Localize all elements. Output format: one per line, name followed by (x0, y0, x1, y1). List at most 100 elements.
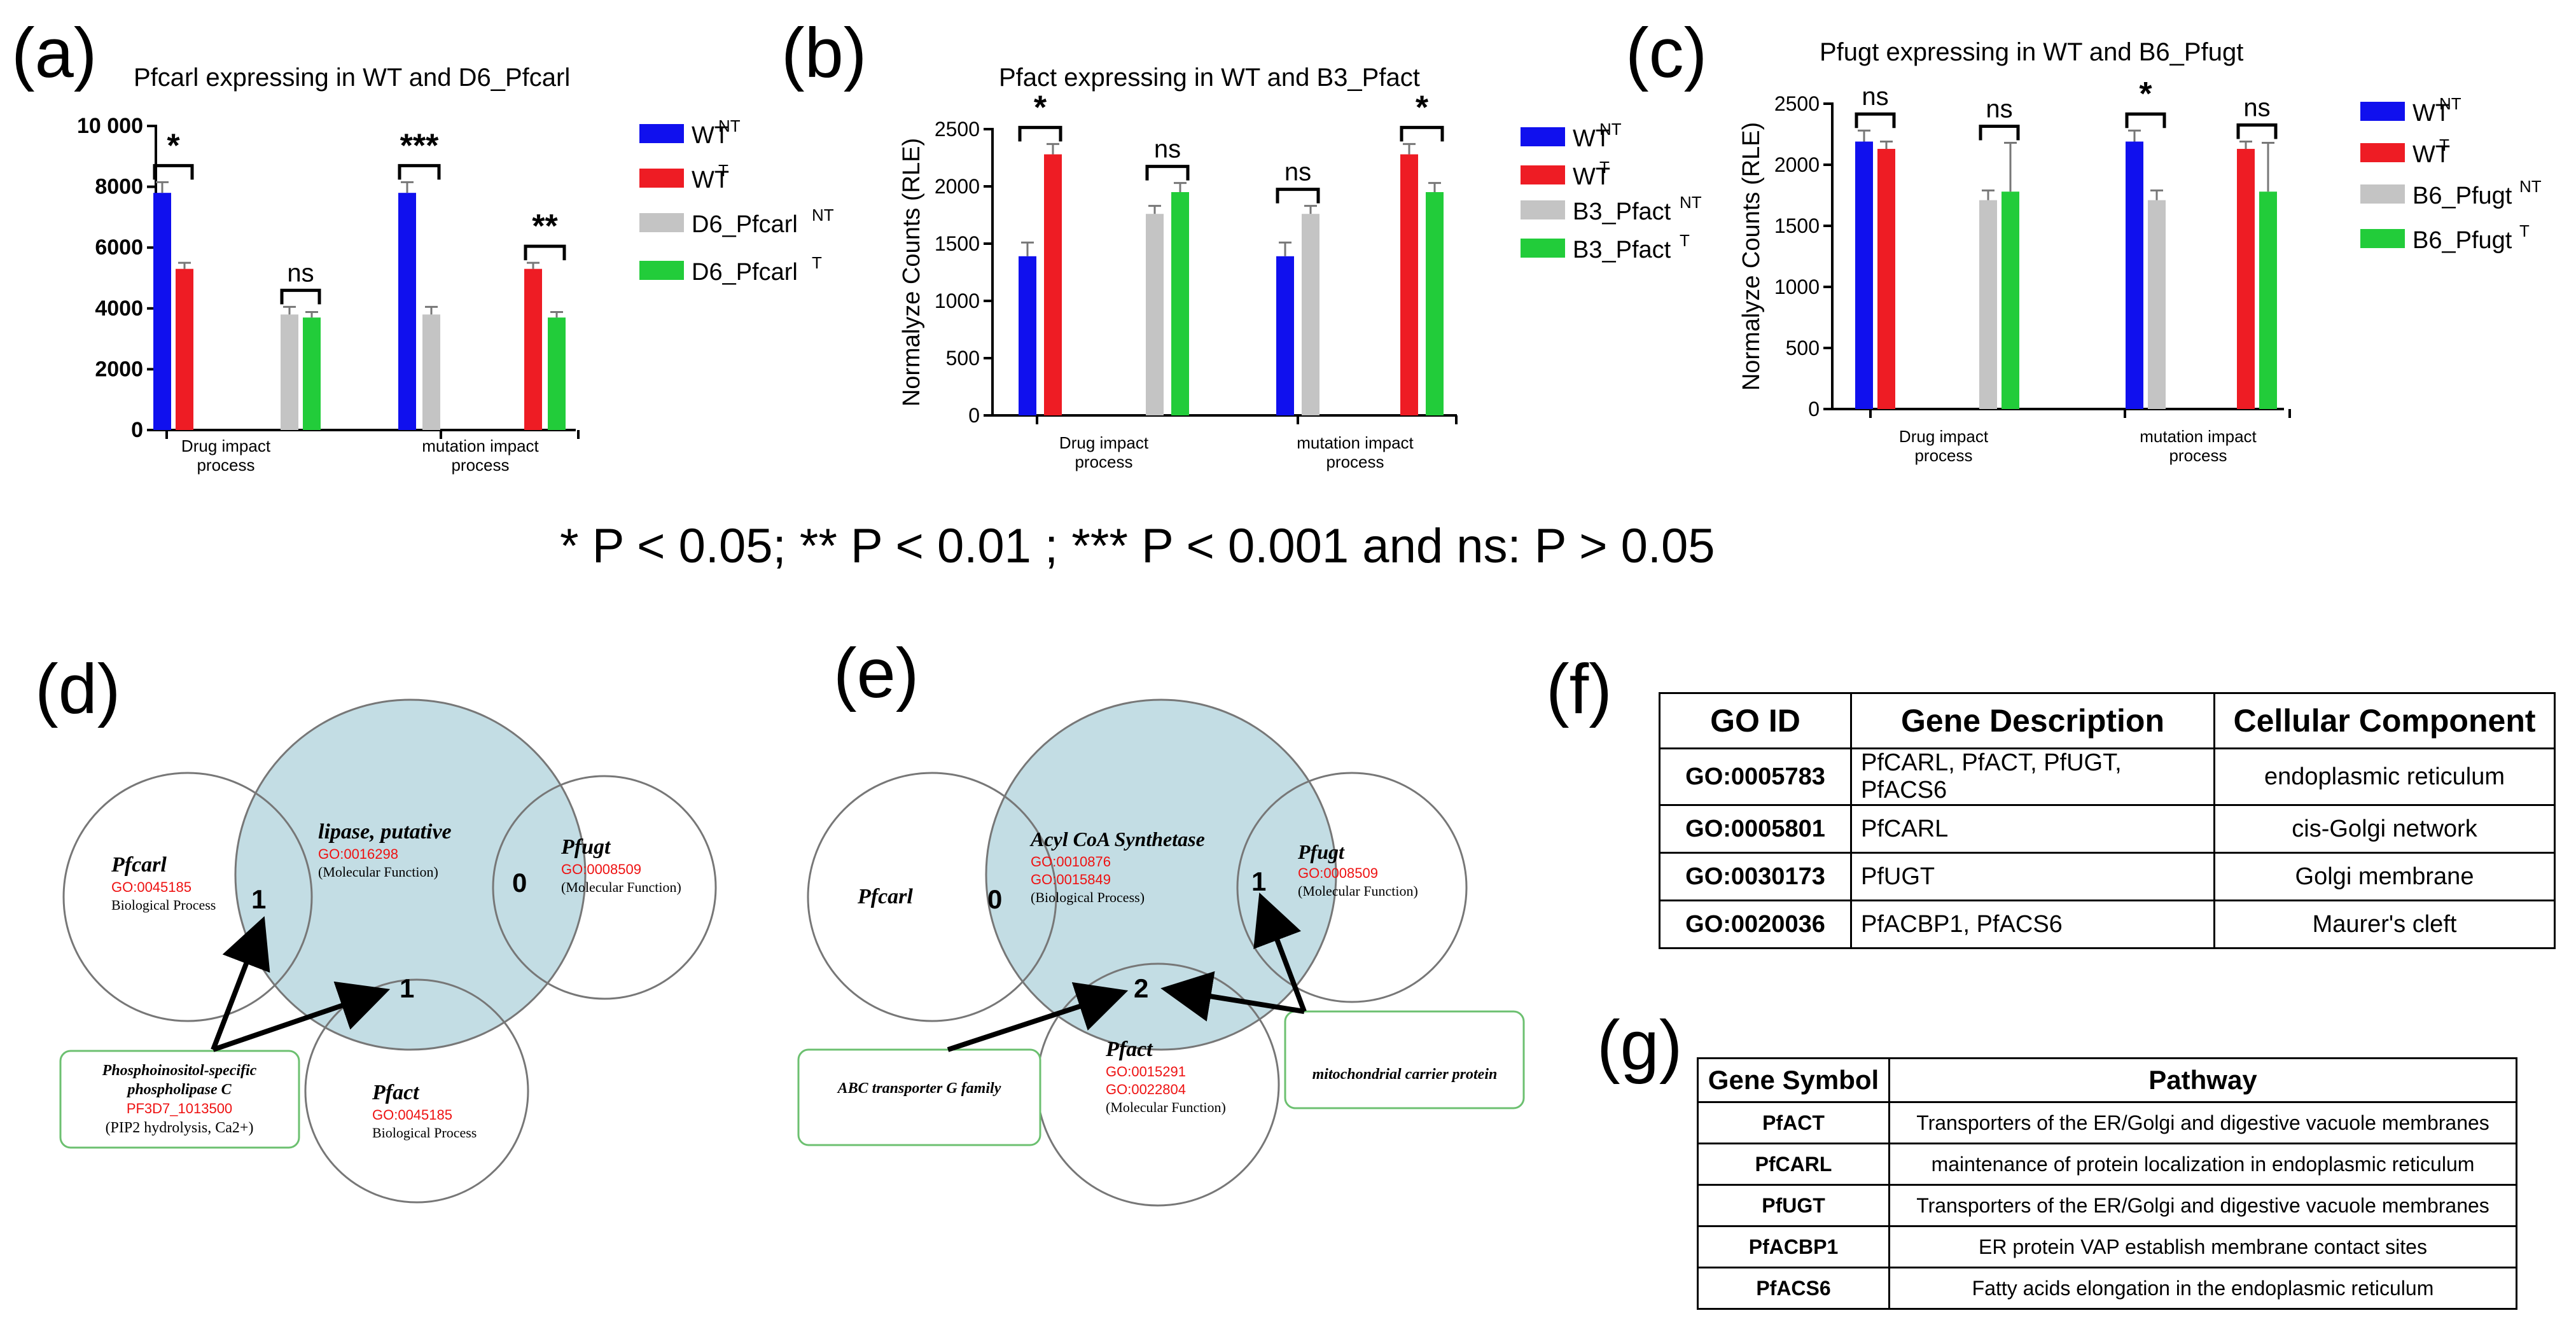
table-row: PfACT Transporters of the ER/Golgi and d… (1697, 1101, 2517, 1144)
venn-e-note-right-text: mitochondrial carrier protein (1312, 1066, 1498, 1083)
venn-d-pfugt-circle (492, 775, 717, 1000)
chart-b-bar (1171, 192, 1189, 415)
venn-e: Pfcarl Acyl CoA Synthetase GO:0010876 GO… (797, 698, 1525, 1207)
chart-b-legend-sup: NT (1680, 193, 1702, 212)
go-id-cell: GO:0005801 (1659, 804, 1852, 854)
chart-c-y-tick-label: 1000 (1774, 275, 1820, 298)
venn-d-pfugt-name: Pfugt (560, 835, 611, 859)
venn-e-arrow-left (947, 982, 1129, 1052)
venn-e-pfugt-go: GO:0008509 (1298, 865, 1378, 881)
chart-a-y-tick-label: 6000 (95, 235, 143, 260)
venn-d: Pfcarl GO:0045185 Biological Process lip… (59, 698, 717, 1204)
venn-e-pfact-go2: GO:0022804 (1106, 1081, 1186, 1097)
chart-c-bar (1979, 200, 1997, 409)
chart-b-y-axis-label: Normalyze Counts (RLE) (898, 138, 925, 406)
venn-e-arrow-right-1 (1160, 971, 1305, 1022)
chart-c-y-tick-label: 500 (1786, 337, 1820, 359)
venn-d-note-id: PF3D7_1013500 (127, 1101, 232, 1116)
chart-c-bar (2148, 200, 2166, 409)
chart-b-sig-bracket (1276, 188, 1320, 204)
panel-label-c: (c) (1626, 14, 1708, 92)
table-row: GO:0005783 PfCARL, PfACT, PfUGT, PfACS6 … (1659, 747, 2556, 806)
chart-c-category-label: process (1914, 446, 1972, 465)
venn-d-lipase-circle (234, 698, 587, 1051)
venn-d-note-box (59, 1050, 300, 1149)
chart-c-legend-sup: NT (2519, 177, 2542, 196)
chart-b-category-label: mutation impact (1297, 433, 1414, 452)
gene-symbol-cell: PfCARL (1697, 1143, 1890, 1186)
venn-e-count-acyl-pfugt: 1 (1251, 866, 1266, 896)
pathway-cell: Fatty acids elongation in the endoplasmi… (1888, 1267, 2517, 1310)
venn-e-pfact-desc: (Molecular Function) (1106, 1099, 1226, 1115)
venn-d-lipase-go: GO:0016298 (318, 846, 398, 862)
chart-c-bar (2259, 191, 2277, 409)
chart-b-bar (1019, 256, 1036, 415)
chart-c-legend-swatch (2360, 184, 2405, 204)
cellular-component-cell: cis-Golgi network (2213, 804, 2556, 854)
chart-c-legend-swatch (2360, 102, 2405, 121)
chart-a-sig-bracket (398, 163, 441, 180)
chart-a-legend-sup: T (718, 161, 728, 180)
chart-c-legend-sup: NT (2439, 94, 2461, 113)
cellular-component-cell: Golgi membrane (2213, 852, 2556, 901)
chart-a-legend-sup: NT (718, 116, 741, 135)
chart-b-legend-swatch (1521, 200, 1565, 219)
venn-d-pfact-circle (304, 978, 529, 1204)
venn-e-note-left-box (797, 1048, 1041, 1146)
gene-description-cell: PfCARL (1850, 804, 2215, 854)
chart-c-bar (1877, 149, 1895, 410)
table-row: GO:0020036 PfACBP1, PfACS6 Maurer's clef… (1659, 900, 2556, 949)
chart-b-bar (1146, 214, 1164, 415)
venn-e-acyl-name: Acyl CoA Synthetase (1029, 828, 1205, 851)
chart-c-y-tick-label: 1500 (1774, 214, 1820, 237)
pathway-cell: maintenance of protein localization in e… (1888, 1143, 2517, 1186)
venn-e-count-acyl-pfact: 2 (1134, 973, 1148, 1003)
chart-c-y-tick-label: 2500 (1774, 92, 1820, 115)
chart-c-sig-bracket (2236, 123, 2278, 139)
go-table-header: GO ID Gene Description Cellular Componen… (1659, 692, 2556, 749)
chart-a-title: Pfcarl expressing in WT and D6_Pfcarl (134, 64, 570, 92)
pathway-table-header-symbol: Gene Symbol (1697, 1057, 1890, 1103)
chart-b-y-tick-label: 1500 (935, 232, 980, 255)
chart-b-bar (1302, 214, 1319, 415)
chart-a-bar (422, 314, 440, 430)
chart-b-legend-swatch (1521, 127, 1565, 146)
chart-a-y-tick-label: 2000 (95, 357, 143, 381)
chart-b-legend-label: WT (1573, 163, 1610, 190)
chart-c-legend-label: WT (2412, 141, 2450, 168)
venn-e-pfcarl-name: Pfcarl (857, 885, 913, 908)
chart-a-bar (176, 268, 193, 430)
chart-b-legend-label: B3_Pfact (1573, 198, 1671, 225)
go-id-cell: GO:0005783 (1659, 747, 1852, 806)
venn-d-count-lipase-pfact: 1 (400, 973, 414, 1003)
chart-a-category-label: process (451, 455, 509, 475)
chart-b-sig-bracket (1145, 165, 1190, 181)
chart-c-sig-label: ns (2243, 94, 2270, 122)
panel-label-f: (f) (1546, 650, 1612, 728)
panel-label-g: (g) (1597, 1006, 1683, 1085)
chart-a-legend-swatch (639, 169, 684, 188)
panel-label-e: (e) (833, 634, 919, 712)
chart-a-bar (398, 193, 416, 430)
venn-d-count-lipase-pfugt: 0 (512, 868, 527, 898)
gene-description-cell: PfCARL, PfACT, PfUGT, PfACS6 (1850, 747, 2215, 806)
chart-b-legend-sup: NT (1599, 120, 1622, 139)
venn-d-lipase-desc: (Molecular Function) (318, 864, 438, 880)
chart-a-category-label: mutation impact (422, 436, 539, 455)
table-row: PfUGT Transporters of the ER/Golgi and d… (1697, 1184, 2517, 1227)
panel-label-d: (d) (35, 650, 121, 728)
pathway-table-header: Gene Symbol Pathway (1697, 1057, 2517, 1103)
venn-e-pfugt-name: Pfugt (1297, 840, 1345, 863)
table-row: GO:0005801 PfCARL cis-Golgi network (1659, 804, 2556, 854)
cellular-component-cell: Maurer's cleft (2213, 900, 2556, 949)
chart-a-sig-bracket (280, 288, 321, 305)
chart-c-legend-label: B6_Pfugt (2412, 183, 2512, 209)
go-id-cell: GO:0020036 (1659, 900, 1852, 949)
table-row: PfACBP1 ER protein VAP establish membran… (1697, 1225, 2517, 1268)
chart-a-y-tick-label: 4000 (95, 296, 143, 321)
venn-d-pfcarl-circle (62, 772, 313, 1022)
chart-a-category-label: Drug impact (181, 436, 271, 455)
chart-b-category-label: Drug impact (1059, 433, 1149, 452)
chart-a-bar (281, 314, 298, 430)
chart-c-legend-label: WT (2412, 100, 2450, 127)
